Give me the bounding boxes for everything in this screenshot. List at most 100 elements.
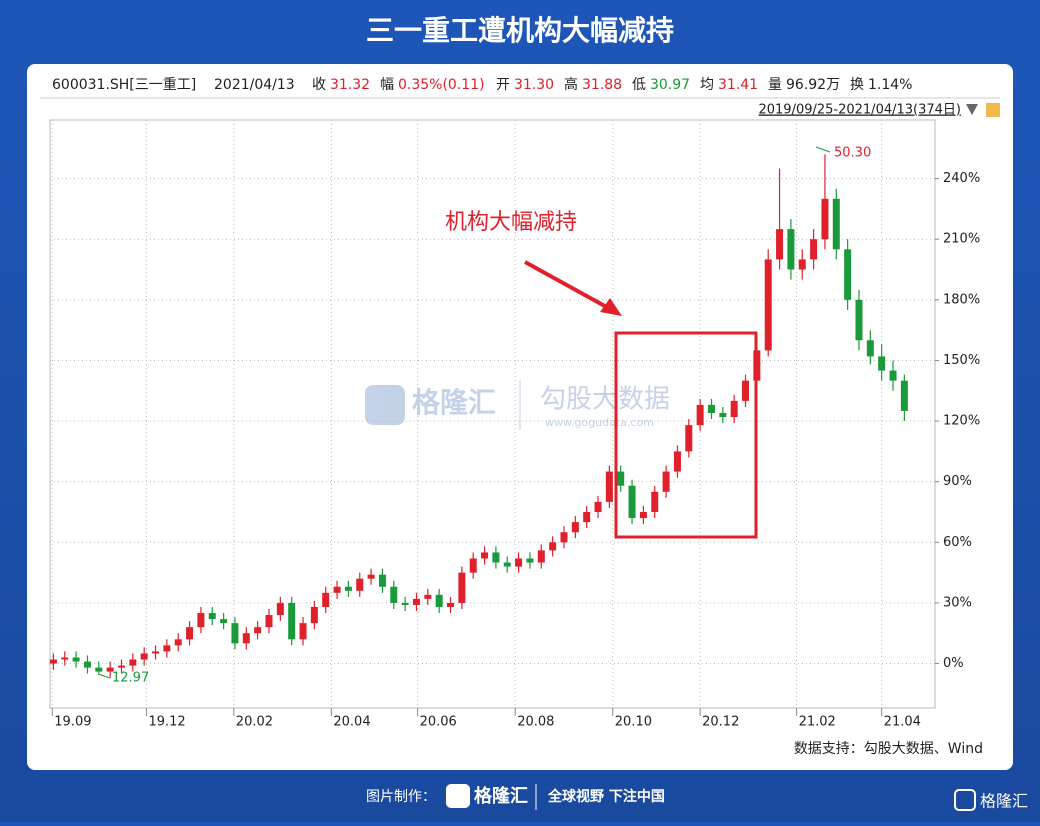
candle-body (129, 659, 137, 666)
info-value: 31.41 (718, 77, 758, 93)
candle-body (378, 574, 386, 587)
info-label: 均 (700, 77, 714, 93)
candle-body (447, 602, 455, 607)
candle-body (356, 578, 364, 591)
candle-body (742, 380, 750, 401)
y-tick-label: 180% (943, 292, 980, 307)
candle-body (401, 602, 409, 605)
lock-icon (986, 103, 1000, 117)
x-tick-label: 19.09 (54, 715, 91, 730)
candle-body (878, 356, 886, 371)
candle-body (49, 659, 57, 664)
annotation: 机构大幅减持 (445, 210, 577, 235)
info-label: 2021/04/13 (214, 77, 295, 93)
candle-body (526, 558, 534, 563)
info-label: 幅 (380, 77, 394, 93)
arrowhead (600, 298, 622, 316)
x-tick-label: 20.02 (236, 715, 273, 730)
plot-frame (49, 119, 936, 709)
candle-body (174, 639, 182, 646)
candle-body (322, 592, 330, 607)
candle-body (152, 651, 160, 654)
info-value: 1.14% (868, 77, 912, 93)
chart-title: 三一重工遭机构大幅减持 (366, 14, 674, 47)
x-tick-label: 21.02 (799, 715, 836, 730)
candle-body (594, 501, 602, 512)
low-label: 12.97 (112, 671, 149, 686)
candle-body (344, 586, 352, 591)
candle-body (163, 645, 171, 652)
watermark-text: 勾股大数据 (540, 385, 670, 415)
y-tick-label: 0% (943, 656, 964, 671)
info-value: 30.97 (650, 77, 690, 93)
y-tick-label: 240% (943, 171, 980, 186)
candle-body (515, 558, 523, 567)
candle-body (197, 613, 205, 628)
footer-brand: 格隆汇 (474, 785, 528, 807)
candle-body (310, 606, 318, 624)
candle-body (662, 471, 670, 492)
panel (27, 64, 1013, 770)
candle-body (673, 451, 681, 472)
candle-body (117, 665, 125, 668)
candle-body (821, 198, 829, 240)
footer-label: 图片制作： (366, 789, 436, 805)
info-label: 量 (768, 77, 782, 93)
candle-body (72, 657, 80, 662)
candle-body (798, 259, 806, 270)
candle-body (900, 380, 908, 411)
candle-body (435, 594, 443, 607)
candle-body (764, 259, 772, 351)
candle-body (866, 340, 874, 357)
candle-body (424, 594, 432, 599)
x-tick-label: 20.04 (333, 715, 370, 730)
high-label: 50.30 (834, 146, 871, 161)
info-value: 96.92万 (786, 77, 840, 93)
candle-body (469, 558, 477, 573)
y-tick-label: 90% (943, 474, 972, 489)
candle-body (390, 586, 398, 603)
high-pointer (815, 146, 831, 153)
info-bar: 600031.SH[三一重工] 2021/04/13 收 31.32 幅 0.35%(0.… (52, 76, 912, 93)
plot: 0% 30% 60% 90% 120% 150% 180% 210% 240% 19.09 19.1… (49, 120, 980, 730)
candle-body (61, 657, 69, 660)
candle-body (571, 522, 579, 533)
x-tick-label: 20.10 (615, 715, 652, 730)
x-tick-label: 19.12 (148, 715, 185, 730)
low-pointer (97, 673, 111, 679)
candle-body (707, 404, 715, 413)
footer-slogan: 全球视野 下注中国 (547, 788, 665, 805)
candle-body (651, 491, 659, 512)
info-label: 600031.SH[三一重工] (52, 77, 196, 93)
info-label: 低 (632, 77, 646, 93)
candle-body (776, 229, 784, 260)
candle-body (719, 412, 727, 418)
candle-body (140, 653, 148, 660)
candle-body (492, 552, 500, 563)
candle-body (844, 249, 852, 300)
info-label: 收 (312, 77, 326, 93)
candle-body (265, 615, 273, 628)
candle-body (220, 619, 228, 624)
x-tick-label: 21.04 (884, 715, 921, 730)
candle-body (855, 299, 863, 341)
info-label: 高 (564, 76, 578, 93)
highlight-box (614, 331, 758, 539)
candle-body (639, 512, 647, 519)
y-tick-label: 210% (943, 232, 980, 247)
candle-body (242, 633, 250, 644)
x-tick-label: 20.08 (517, 715, 554, 730)
x-tick-label: 20.06 (420, 715, 457, 730)
candle-body (208, 613, 216, 620)
info-value: 0.35%(0.11) (398, 77, 485, 93)
candle-body (333, 586, 341, 593)
candle-body (458, 572, 466, 603)
candle-body (810, 239, 818, 260)
x-tick-label: 20.12 (702, 715, 739, 730)
candle-body (412, 598, 420, 605)
candle-body (481, 552, 489, 559)
y-tick-label: 150% (943, 353, 980, 368)
candle-body (186, 627, 194, 640)
